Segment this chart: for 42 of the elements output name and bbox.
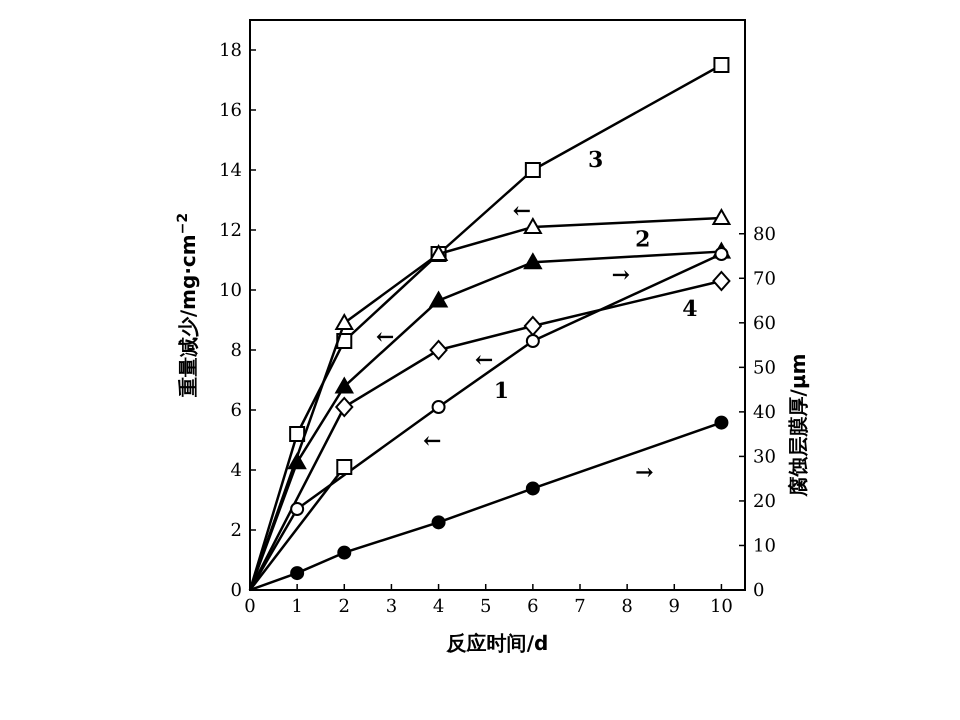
y2-tick-label: 30 — [753, 446, 776, 468]
y-tick-label: 2 — [230, 520, 242, 541]
annotation: ← — [376, 324, 394, 350]
y-tick-label: 4 — [230, 460, 242, 481]
annotation: 2 — [635, 226, 650, 252]
annotation: ← — [474, 346, 494, 373]
y-tick-label: 8 — [230, 340, 242, 361]
y2-tick-label: 50 — [753, 357, 776, 378]
x-tick-label: 5 — [480, 596, 492, 617]
y2-axis-title: 腐蚀层膜厚/μm — [786, 354, 810, 498]
x-tick-label: 10 — [710, 596, 733, 617]
x-tick-label: 6 — [527, 596, 539, 617]
annotation: 1 — [494, 378, 510, 404]
y2-tick-label: 40 — [753, 402, 776, 423]
y2-tick-label: 60 — [753, 312, 776, 334]
x-tick-label: 7 — [574, 596, 586, 617]
x-tick-label: 4 — [432, 596, 444, 617]
annotation: 4 — [682, 296, 698, 322]
y-tick-label: 18 — [219, 40, 242, 61]
y-tick-label: 16 — [219, 100, 242, 121]
annotation: → — [612, 262, 630, 288]
y-tick-label: 0 — [230, 580, 242, 601]
y2-tick-label: 20 — [753, 490, 776, 512]
x-tick-label: 9 — [668, 596, 680, 617]
y-tick-label: 14 — [219, 160, 242, 181]
y-tick-label: 10 — [219, 280, 242, 301]
x-tick-label: 3 — [386, 596, 398, 617]
annotation: ← — [512, 198, 532, 224]
y2-tick-label: 80 — [753, 224, 776, 245]
annotation: ← — [423, 428, 442, 454]
y-tick-label: 6 — [230, 400, 242, 421]
y-tick-label: 12 — [219, 220, 242, 241]
x-tick-label: 0 — [244, 596, 256, 617]
y2-tick-label: 0 — [753, 580, 764, 601]
annotation: → — [635, 460, 654, 486]
x-tick-label: 1 — [291, 596, 303, 617]
y2-tick-label: 10 — [753, 535, 776, 556]
x-axis-title: 反应时间/d — [446, 631, 548, 655]
y2-tick-label: 70 — [753, 268, 776, 290]
x-tick-label: 2 — [338, 596, 350, 617]
annotation: 3 — [588, 147, 604, 173]
x-tick-label: 8 — [621, 596, 633, 617]
